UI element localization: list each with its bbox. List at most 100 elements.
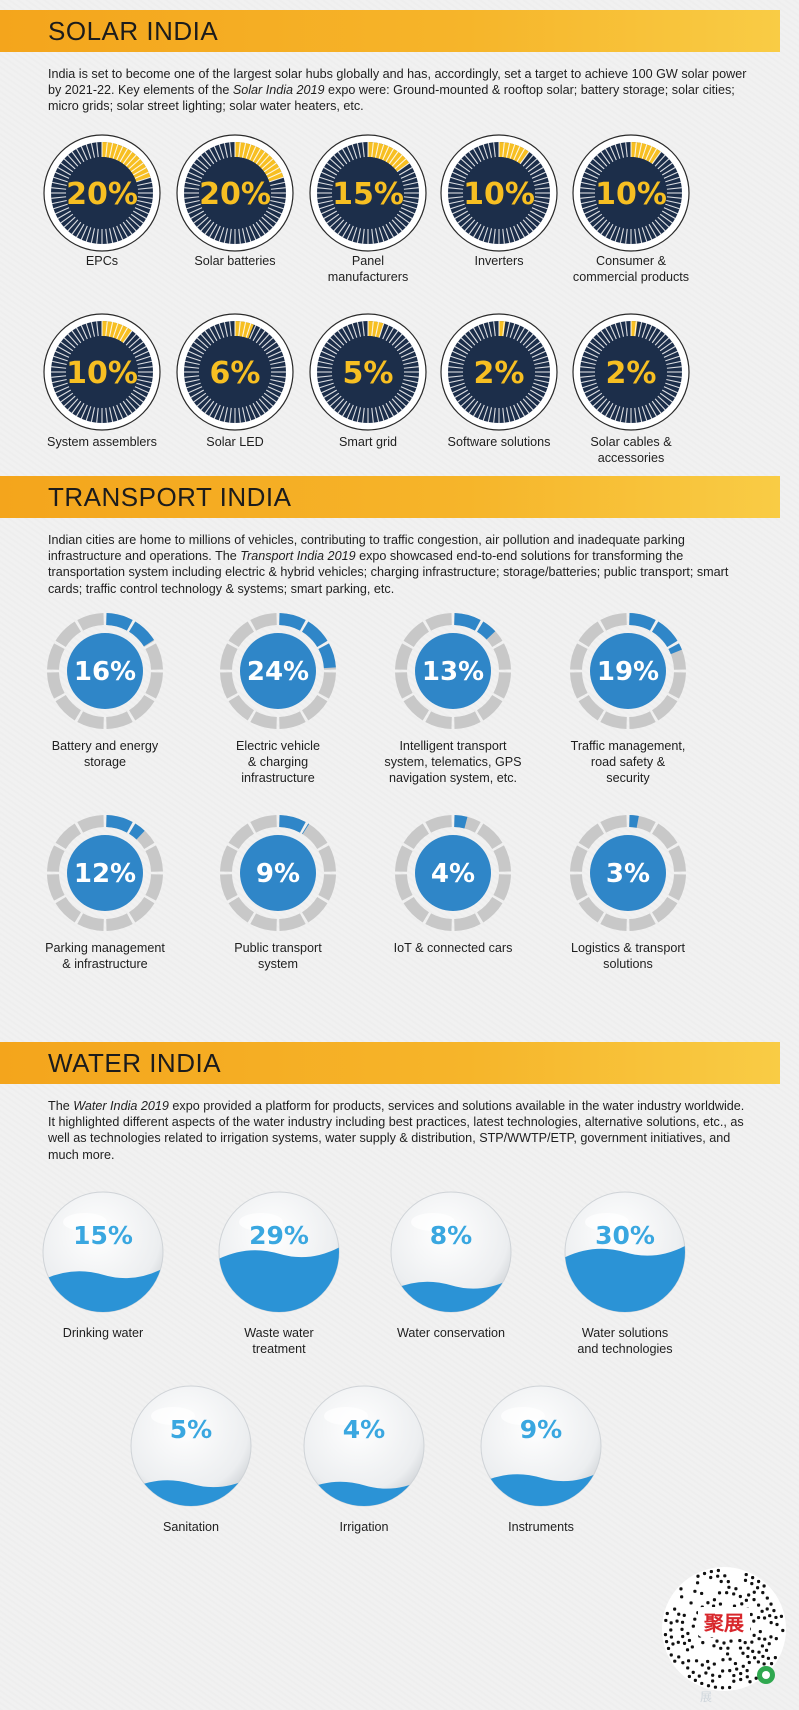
qr-dot — [712, 1644, 716, 1648]
ring-tick — [229, 321, 232, 337]
ring-tick — [460, 395, 473, 407]
ring-tick — [661, 389, 676, 398]
ring-tick — [136, 203, 151, 210]
ring-tick — [60, 162, 74, 173]
donut-segment — [600, 815, 627, 833]
donut-segment — [493, 874, 511, 901]
water-bubble-chart: 30% — [564, 1191, 686, 1313]
ring-tick — [346, 146, 354, 161]
ring-tick — [269, 382, 284, 389]
solar-ring-chart: 15% — [309, 134, 427, 252]
ring-tick — [136, 176, 151, 183]
ring-value-label: 15% — [332, 177, 404, 212]
donut-segment — [250, 913, 277, 931]
ring-tick — [398, 210, 413, 219]
ring-tick — [394, 337, 407, 349]
ring-tick — [186, 355, 201, 362]
ring-tick — [533, 355, 548, 362]
donut-segment — [318, 874, 336, 901]
ring-tick — [60, 341, 74, 352]
ring-tick — [270, 181, 285, 187]
ring-tick — [255, 330, 266, 344]
donut-segment — [570, 845, 588, 872]
water-category-label: Instruments — [508, 1520, 574, 1534]
ring-value-arc — [631, 142, 661, 164]
qr-dot — [755, 1586, 760, 1590]
ring-tick — [317, 366, 333, 369]
ring-tick — [605, 223, 614, 238]
ring-tick — [319, 176, 334, 183]
ring-tick — [527, 162, 541, 173]
qr-dot — [697, 1674, 701, 1678]
ring-tick — [625, 142, 628, 158]
ring-tick — [76, 148, 85, 163]
ring-tick — [351, 227, 358, 242]
qr-dot — [738, 1594, 742, 1599]
ring-tick — [63, 337, 76, 349]
ring-tick — [105, 142, 108, 158]
ring-tick — [196, 337, 209, 349]
transport-donut-chart: 3% — [570, 815, 686, 931]
ring-tick — [60, 213, 74, 224]
ring-tick — [449, 181, 464, 187]
transport-donut-chart: 19% — [570, 613, 686, 729]
qr-dot — [747, 1660, 751, 1665]
qr-dot — [664, 1640, 669, 1644]
ring-tick — [600, 221, 611, 235]
donut-segment — [425, 815, 452, 833]
ring-tick — [137, 360, 152, 366]
qr-dot — [721, 1658, 725, 1662]
qr-dot — [693, 1589, 697, 1593]
qr-dot — [682, 1613, 686, 1617]
transport-donut-chart: 9% — [220, 815, 336, 931]
ring-tick — [249, 146, 257, 161]
ring-tick — [582, 355, 597, 362]
ring-tick — [57, 346, 72, 355]
ring-tick — [403, 378, 418, 384]
ring-tick — [605, 327, 614, 342]
ring-tick — [581, 378, 596, 384]
ring-tick — [586, 389, 601, 398]
ring-tick — [55, 350, 70, 358]
ring-value-label: 10% — [463, 177, 535, 212]
qr-dot — [743, 1641, 747, 1645]
ring-tick — [85, 144, 92, 159]
ring-tick — [108, 322, 114, 337]
ring-tick — [460, 337, 473, 349]
donut-value-label: 9% — [256, 859, 300, 889]
ring-tick — [258, 219, 270, 232]
water-bubble-chart: 29% — [218, 1191, 340, 1313]
ring-tick — [362, 407, 365, 423]
ring-tick — [516, 148, 525, 163]
ring-tick — [516, 402, 525, 417]
ring-tick — [396, 162, 410, 173]
qr-dot — [768, 1614, 772, 1618]
ring-tick — [255, 400, 266, 414]
ring-tick — [362, 321, 365, 337]
ring-tick — [319, 203, 334, 210]
ring-tick — [270, 366, 286, 369]
qr-dot — [765, 1607, 769, 1611]
ring-value-label: 5% — [343, 356, 394, 391]
qr-code-icon[interactable]: 聚展 — [660, 1565, 788, 1693]
ring-tick — [651, 400, 662, 414]
ring-tick — [190, 210, 205, 219]
bubble-water-level — [219, 1247, 339, 1312]
ring-tick — [634, 142, 637, 158]
donut-value-label: 24% — [247, 657, 309, 687]
ring-tick — [584, 171, 599, 179]
ring-hole — [66, 336, 138, 408]
ring-tick — [128, 337, 141, 349]
ring-tick — [651, 151, 662, 165]
ring-tick — [464, 154, 476, 167]
ring-tick — [53, 176, 68, 183]
transport-banner: TRANSPORT INDIA — [0, 476, 780, 518]
donut-segment — [318, 845, 336, 872]
ring-tick — [648, 402, 657, 417]
ring-tick — [134, 207, 149, 215]
ring-tick — [96, 228, 99, 244]
ring-tick — [600, 330, 611, 344]
donut-segment — [403, 823, 429, 849]
donut-segment — [403, 897, 429, 923]
ring-tick — [261, 395, 274, 407]
